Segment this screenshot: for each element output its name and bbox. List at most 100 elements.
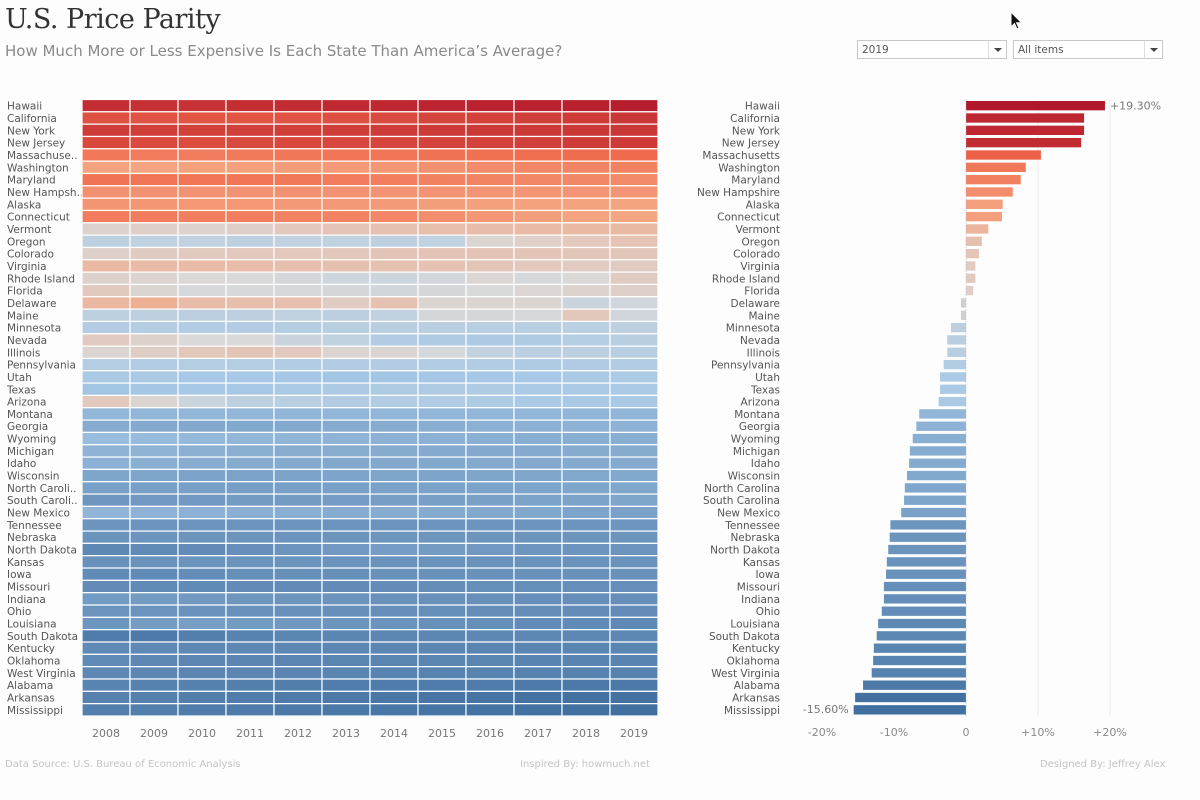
- bar[interactable]: [966, 261, 976, 271]
- heatmap-cell[interactable]: [513, 579, 563, 594]
- heatmap-cell[interactable]: [129, 505, 179, 520]
- heatmap-cell[interactable]: [273, 259, 323, 273]
- heatmap-cell[interactable]: [225, 123, 275, 138]
- heatmap-cell[interactable]: [513, 468, 563, 483]
- heatmap-cell[interactable]: [129, 123, 179, 138]
- heatmap-cell[interactable]: [177, 456, 227, 471]
- heatmap-cell[interactable]: [465, 333, 515, 347]
- heatmap-cell[interactable]: [369, 666, 419, 680]
- heatmap-cell[interactable]: [369, 592, 419, 606]
- heatmap-cell[interactable]: [609, 542, 659, 557]
- heatmap-cell[interactable]: [369, 616, 419, 631]
- heatmap-cell[interactable]: [369, 98, 419, 113]
- heatmap-cell[interactable]: [561, 333, 611, 347]
- heatmap-cell[interactable]: [129, 493, 179, 507]
- heatmap-cell[interactable]: [129, 431, 179, 446]
- bar[interactable]: [889, 532, 966, 542]
- heatmap-cell[interactable]: [273, 98, 323, 113]
- bar[interactable]: [888, 544, 966, 555]
- heatmap-cell[interactable]: [561, 320, 611, 335]
- heatmap-cell[interactable]: [417, 197, 467, 212]
- heatmap-cell[interactable]: [609, 345, 659, 360]
- heatmap-cell[interactable]: [225, 271, 275, 286]
- heatmap-cell[interactable]: [225, 197, 275, 212]
- heatmap-cell[interactable]: [513, 357, 563, 372]
- heatmap-cell[interactable]: [417, 567, 467, 581]
- heatmap-cell[interactable]: [273, 320, 323, 335]
- heatmap-cell[interactable]: [321, 493, 371, 507]
- bar[interactable]: [966, 224, 989, 234]
- heatmap-cell[interactable]: [369, 629, 419, 643]
- heatmap-cell[interactable]: [513, 259, 563, 273]
- heatmap-cell[interactable]: [417, 641, 467, 655]
- heatmap-cell[interactable]: [465, 468, 515, 483]
- heatmap-cell[interactable]: [81, 185, 131, 199]
- heatmap-cell[interactable]: [417, 616, 467, 631]
- bar[interactable]: [876, 631, 966, 641]
- heatmap-cell[interactable]: [369, 407, 419, 421]
- heatmap-cell[interactable]: [465, 641, 515, 655]
- heatmap-cell[interactable]: [177, 431, 227, 446]
- heatmap-cell[interactable]: [609, 185, 659, 199]
- heatmap-cell[interactable]: [609, 246, 659, 261]
- heatmap-cell[interactable]: [561, 172, 611, 187]
- heatmap-cell[interactable]: [273, 370, 323, 384]
- heatmap-cell[interactable]: [561, 197, 611, 212]
- heatmap-cell[interactable]: [177, 641, 227, 655]
- bar[interactable]: [919, 409, 966, 419]
- heatmap-cell[interactable]: [225, 160, 275, 175]
- bar[interactable]: [878, 618, 966, 629]
- heatmap-cell[interactable]: [561, 690, 611, 705]
- heatmap-cell[interactable]: [129, 98, 179, 113]
- heatmap-cell[interactable]: [225, 542, 275, 557]
- heatmap-cell[interactable]: [81, 629, 131, 643]
- heatmap-cell[interactable]: [225, 555, 275, 569]
- heatmap-cell[interactable]: [81, 296, 131, 310]
- heatmap-cell[interactable]: [417, 678, 467, 692]
- heatmap-cell[interactable]: [225, 320, 275, 335]
- heatmap-cell[interactable]: [225, 505, 275, 520]
- heatmap-cell[interactable]: [609, 271, 659, 286]
- heatmap-cell[interactable]: [81, 357, 131, 372]
- heatmap-cell[interactable]: [273, 604, 323, 618]
- heatmap-cell[interactable]: [81, 456, 131, 471]
- heatmap-cell[interactable]: [273, 209, 323, 224]
- heatmap-cell[interactable]: [513, 518, 563, 532]
- bar[interactable]: [901, 507, 966, 518]
- heatmap-cell[interactable]: [513, 394, 563, 409]
- heatmap-cell[interactable]: [129, 185, 179, 199]
- heatmap-cell[interactable]: [369, 160, 419, 175]
- heatmap-cell[interactable]: [81, 592, 131, 606]
- heatmap-cell[interactable]: [225, 518, 275, 532]
- heatmap-cell[interactable]: [129, 357, 179, 372]
- heatmap-cell[interactable]: [417, 592, 467, 606]
- heatmap-cell[interactable]: [177, 296, 227, 310]
- heatmap-cell[interactable]: [129, 530, 179, 544]
- heatmap-cell[interactable]: [321, 641, 371, 655]
- heatmap-cell[interactable]: [177, 333, 227, 347]
- bar[interactable]: [890, 520, 966, 530]
- heatmap-cell[interactable]: [225, 259, 275, 273]
- heatmap-cell[interactable]: [561, 542, 611, 557]
- heatmap-cell[interactable]: [561, 271, 611, 286]
- heatmap-cell[interactable]: [321, 283, 371, 298]
- heatmap-cell[interactable]: [177, 444, 227, 458]
- heatmap-cell[interactable]: [369, 123, 419, 138]
- heatmap-cell[interactable]: [177, 98, 227, 113]
- heatmap-cell[interactable]: [609, 703, 659, 717]
- heatmap-cell[interactable]: [513, 419, 563, 434]
- heatmap-cell[interactable]: [369, 222, 419, 236]
- heatmap-cell[interactable]: [513, 308, 563, 323]
- heatmap-cell[interactable]: [513, 703, 563, 717]
- bar[interactable]: [960, 310, 966, 320]
- heatmap-cell[interactable]: [465, 209, 515, 224]
- heatmap-cell[interactable]: [561, 357, 611, 372]
- heatmap-cell[interactable]: [81, 542, 131, 557]
- heatmap-cell[interactable]: [369, 357, 419, 372]
- heatmap-cell[interactable]: [417, 271, 467, 286]
- heatmap-cell[interactable]: [609, 444, 659, 458]
- heatmap-cell[interactable]: [129, 394, 179, 409]
- heatmap-cell[interactable]: [273, 197, 323, 212]
- heatmap-cell[interactable]: [321, 579, 371, 594]
- heatmap-cell[interactable]: [417, 308, 467, 323]
